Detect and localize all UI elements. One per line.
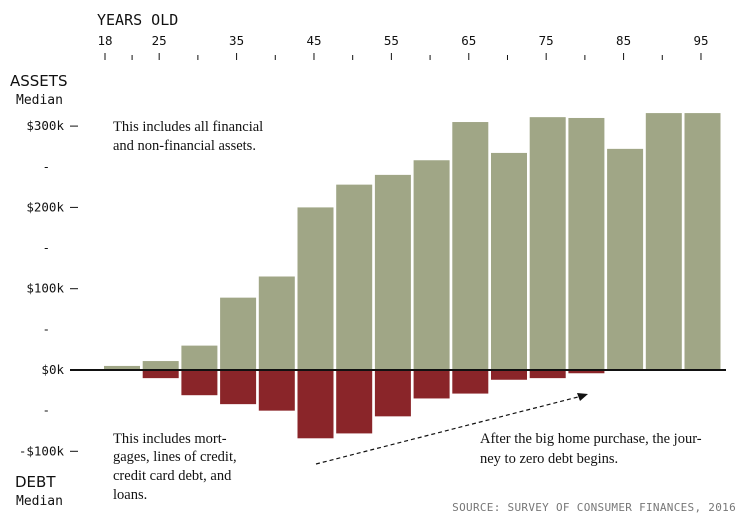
debt-bar bbox=[413, 370, 450, 399]
assets-axis-title: ASSETS bbox=[10, 72, 67, 90]
x-axis: 18 25 35 45 55 65 75 85 95 bbox=[97, 33, 709, 60]
assets-bar bbox=[607, 148, 644, 370]
debt-bar bbox=[297, 370, 334, 439]
debt-bar bbox=[336, 370, 373, 434]
debt-bars bbox=[142, 370, 605, 439]
y-tick-label: $100k bbox=[26, 281, 64, 296]
assets-bar bbox=[491, 152, 527, 370]
y-tick-label: $0k bbox=[41, 362, 64, 377]
assets-bar bbox=[220, 297, 257, 370]
debt-bar bbox=[181, 370, 218, 396]
assets-bars bbox=[104, 113, 721, 370]
y-tick-label: -$100k bbox=[19, 443, 65, 458]
debt-bar bbox=[220, 370, 257, 405]
y-axis: $300k-$200k-$100k-$0k--$100k bbox=[19, 118, 78, 458]
debt-bar bbox=[374, 370, 411, 417]
debt-bar bbox=[258, 370, 295, 411]
debt-bar bbox=[142, 370, 179, 379]
debt-bar bbox=[529, 370, 566, 379]
x-tick-label: 95 bbox=[693, 33, 708, 48]
assets-bar bbox=[297, 207, 334, 370]
trend-arrow bbox=[315, 393, 588, 465]
assets-bar bbox=[645, 113, 682, 370]
x-tick-label: 55 bbox=[384, 33, 399, 48]
x-tick-label: 25 bbox=[152, 33, 167, 48]
y-tick-label: - bbox=[42, 403, 50, 418]
assets-bar bbox=[181, 345, 218, 370]
assets-bar bbox=[258, 276, 295, 370]
y-tick-label: $200k bbox=[26, 199, 64, 214]
assets-bar bbox=[374, 174, 411, 370]
arrow-annotation: After the big home purchase, the jour- n… bbox=[480, 431, 705, 467]
y-tick-label: - bbox=[42, 321, 50, 336]
x-axis-title: YEARS OLD bbox=[97, 11, 178, 29]
x-tick-label: 75 bbox=[539, 33, 554, 48]
assets-bar bbox=[684, 113, 721, 370]
x-tick-label: 35 bbox=[229, 33, 244, 48]
debt-annotation: This includes mort- gages, lines of cred… bbox=[113, 431, 240, 503]
debt-bar bbox=[491, 370, 527, 380]
assets-bar bbox=[568, 117, 605, 370]
y-tick-label: - bbox=[42, 159, 50, 174]
assets-bar bbox=[529, 117, 566, 370]
x-tick-label: 45 bbox=[306, 33, 321, 48]
assets-axis-subtitle: Median bbox=[16, 93, 63, 108]
assets-bar bbox=[452, 122, 489, 370]
debt-axis-title: DEBT bbox=[15, 473, 56, 491]
debt-bar bbox=[568, 370, 605, 374]
x-tick-label: 85 bbox=[616, 33, 631, 48]
assets-bar bbox=[413, 160, 450, 370]
assets-bar bbox=[104, 365, 140, 370]
x-tick-label: 18 bbox=[97, 33, 112, 48]
debt-axis-subtitle: Median bbox=[16, 494, 63, 509]
y-tick-label: - bbox=[42, 240, 50, 255]
assets-bar bbox=[142, 361, 179, 370]
debt-bar bbox=[452, 370, 489, 394]
x-tick-label: 65 bbox=[461, 33, 476, 48]
assets-bar bbox=[336, 184, 373, 370]
y-tick-label: $300k bbox=[26, 118, 64, 133]
source-note: SOURCE: SURVEY OF CONSUMER FINANCES, 201… bbox=[452, 501, 736, 514]
assets-annotation: This includes all financial and non-fina… bbox=[113, 119, 267, 154]
